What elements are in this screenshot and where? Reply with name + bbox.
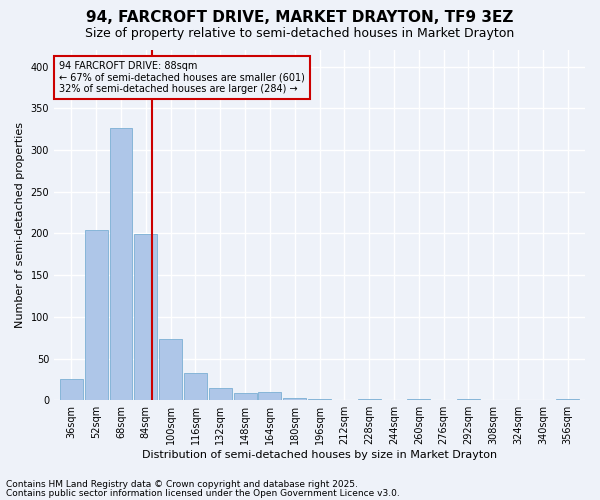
Text: Contains HM Land Registry data © Crown copyright and database right 2025.: Contains HM Land Registry data © Crown c… bbox=[6, 480, 358, 489]
Bar bbox=[60, 380, 83, 400]
Bar bbox=[159, 338, 182, 400]
Bar bbox=[259, 392, 281, 400]
Text: 94 FARCROFT DRIVE: 88sqm
← 67% of semi-detached houses are smaller (601)
32% of : 94 FARCROFT DRIVE: 88sqm ← 67% of semi-d… bbox=[59, 60, 305, 94]
Bar bbox=[233, 392, 257, 400]
Bar bbox=[184, 372, 207, 400]
Bar bbox=[308, 398, 331, 400]
Bar bbox=[556, 398, 579, 400]
Bar bbox=[209, 388, 232, 400]
Bar bbox=[283, 398, 306, 400]
Bar bbox=[134, 234, 157, 400]
Bar bbox=[407, 398, 430, 400]
Text: 94, FARCROFT DRIVE, MARKET DRAYTON, TF9 3EZ: 94, FARCROFT DRIVE, MARKET DRAYTON, TF9 … bbox=[86, 10, 514, 25]
Text: Size of property relative to semi-detached houses in Market Drayton: Size of property relative to semi-detach… bbox=[85, 28, 515, 40]
Bar bbox=[85, 230, 107, 400]
X-axis label: Distribution of semi-detached houses by size in Market Drayton: Distribution of semi-detached houses by … bbox=[142, 450, 497, 460]
Y-axis label: Number of semi-detached properties: Number of semi-detached properties bbox=[15, 122, 25, 328]
Text: Contains public sector information licensed under the Open Government Licence v3: Contains public sector information licen… bbox=[6, 489, 400, 498]
Bar bbox=[110, 128, 133, 400]
